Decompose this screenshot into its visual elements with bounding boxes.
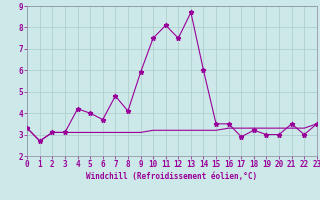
X-axis label: Windchill (Refroidissement éolien,°C): Windchill (Refroidissement éolien,°C) xyxy=(86,172,258,181)
